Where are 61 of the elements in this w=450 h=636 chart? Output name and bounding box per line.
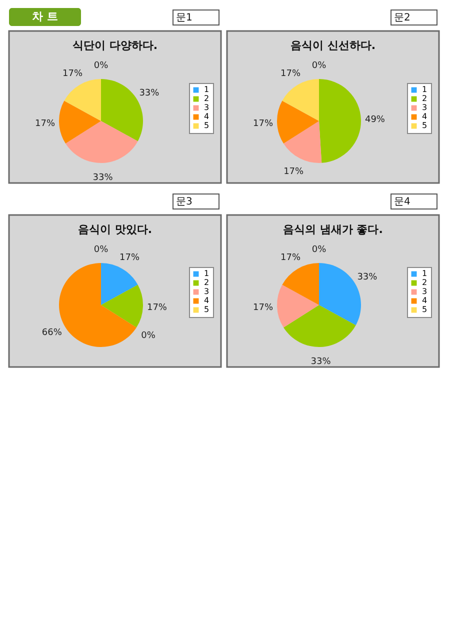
data-label: 49%	[364, 115, 386, 126]
legend-label: 5	[422, 305, 428, 314]
legend-label: 1	[422, 269, 428, 278]
text: 문1	[176, 12, 192, 24]
pie-slice	[284, 121, 322, 163]
legend-label: 5	[422, 121, 428, 130]
legend-label: 4	[422, 112, 428, 121]
data-label: 17%	[146, 302, 168, 313]
legend-label: 2	[204, 94, 210, 103]
text: 0%	[141, 331, 156, 342]
data-label: 17%	[35, 118, 56, 129]
legend-label: 1	[204, 269, 210, 278]
data-label: 33%	[357, 272, 378, 282]
text: 차 트	[32, 10, 58, 23]
pie-slice	[277, 100, 319, 144]
data-label: 17%	[280, 68, 301, 79]
text: 0%	[312, 245, 326, 255]
legend-label: 2	[422, 278, 428, 287]
legend-label: 1	[204, 85, 210, 94]
legend-label: 4	[422, 296, 428, 305]
data-label: 17%	[280, 252, 301, 263]
pie-slice	[282, 79, 319, 121]
legend-label: 5	[204, 121, 210, 130]
chart-title: 식단이 다양하다.	[72, 39, 158, 52]
pie-slice	[66, 121, 138, 163]
legend-label: 3	[422, 287, 428, 296]
chart-title: 음식이 신선하다.	[290, 39, 376, 52]
text: 문4	[394, 196, 410, 208]
pie-slice	[101, 263, 138, 305]
pie-slice	[64, 79, 101, 121]
text: 0%	[94, 245, 108, 255]
data-label: 33%	[139, 88, 160, 98]
text: 문2	[394, 12, 410, 24]
data-label: 17%	[62, 68, 83, 79]
data-label: 17%	[284, 166, 304, 177]
data-label: 66%	[42, 328, 62, 338]
pie-slice	[277, 284, 319, 328]
data-label: 33%	[92, 172, 114, 183]
data-label: 17%	[253, 118, 274, 129]
pie-slice	[101, 284, 143, 328]
legend-label: 2	[204, 278, 210, 287]
legend-label: 3	[422, 103, 428, 112]
legend-label: 1	[422, 85, 428, 94]
legend-label: 3	[204, 287, 210, 296]
chart-title: 음식의 냄새가 좋다.	[283, 223, 383, 236]
data-label: 17%	[120, 252, 140, 263]
legend-label: 5	[204, 305, 210, 314]
data-label: 33%	[310, 356, 332, 367]
text: 0%	[94, 61, 108, 71]
chart-title: 음식이 맛있다.	[78, 223, 152, 236]
legend-label: 4	[204, 112, 210, 121]
text: 0%	[312, 61, 326, 71]
legend-label: 2	[422, 94, 428, 103]
legend-label: 3	[204, 103, 210, 112]
pie-slice	[282, 263, 319, 305]
pie-slice	[59, 100, 101, 144]
pie-slice	[319, 79, 361, 163]
text: 문3	[176, 196, 192, 208]
pie-slice	[284, 305, 356, 347]
legend-label: 4	[204, 296, 210, 305]
data-label: 17%	[253, 302, 274, 313]
